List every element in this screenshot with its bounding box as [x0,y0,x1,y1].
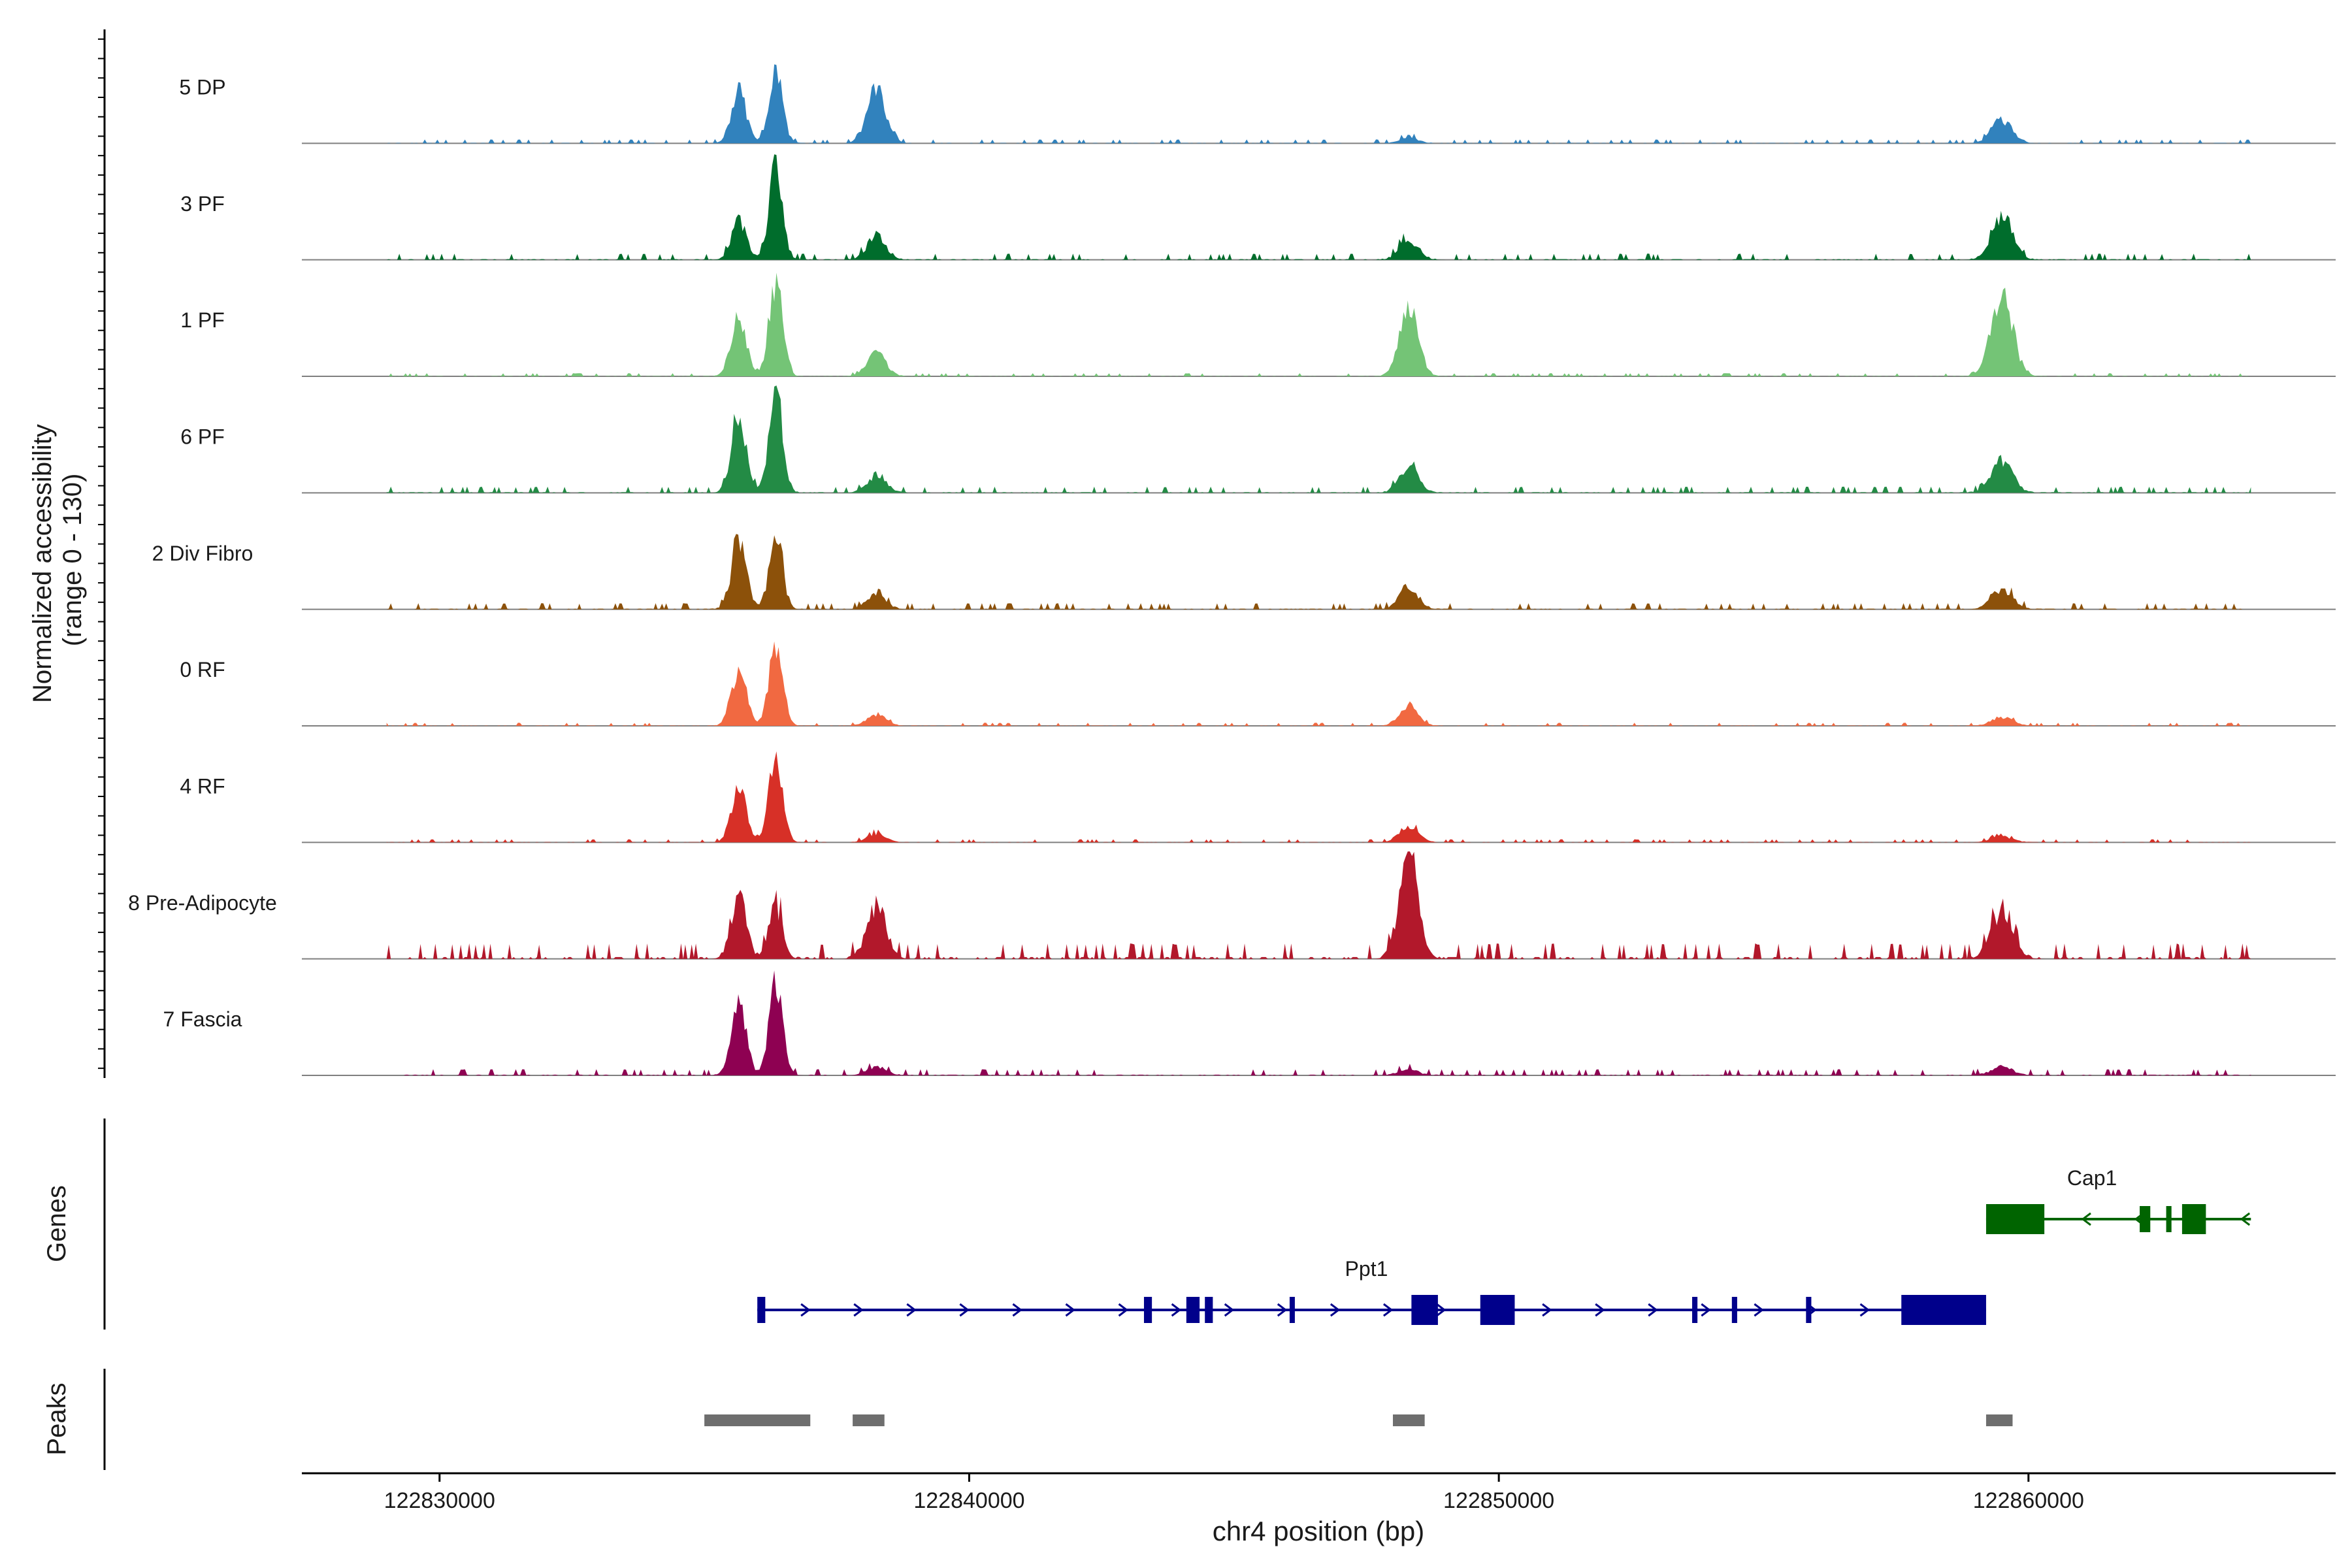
x-tick-label: 122850000 [1443,1488,1554,1513]
gene-exon [1692,1297,1698,1323]
x-tick-label: 122840000 [913,1488,1024,1513]
strand-arrow [1382,1303,1394,1317]
strand-arrow [1701,1303,1711,1317]
x-tick-label: 122830000 [384,1488,495,1513]
track-4-rf: 4 RF [180,751,2336,843]
strand-arrow [1277,1303,1288,1317]
strand-arrow [1754,1303,1764,1317]
x-axis: 122830000 122840000 122850000 122860000 chr… [302,1472,2336,1546]
peak-bar [704,1414,811,1426]
coverage-profile-3-pf [386,154,2251,260]
track-label: 1 PF [180,308,225,332]
coverage-profile-0-rf [386,641,2251,726]
gene-exon [1205,1297,1213,1323]
track-label: 8 Pre-Adipocyte [128,891,277,915]
genes-panel: Genes Ppt1 Cap1 [42,1119,2251,1330]
strand-arrow [1648,1303,1658,1317]
strand-arrow [1171,1303,1182,1317]
track-label: 5 DP [179,75,225,99]
track-label: 6 PF [180,425,225,448]
track-label: 0 RF [180,658,225,681]
gene-ppt1: Ppt1 [757,1257,1986,1325]
x-tick-label: 122860000 [1973,1488,2084,1513]
x-ticks: 122830000 122840000 122850000 122860000 [384,1473,2084,1513]
coverage-tracks: 5 DP 3 PF 1 PF 6 PF 2 Div Fibro 0 RF 4 RF 8 Pre… [128,64,2336,1076]
coverage-profile-8-pre-adipocyte [386,851,2251,959]
strand-arrow [1330,1303,1341,1317]
strand-arrow [1012,1303,1022,1317]
gene-exon [2166,1206,2172,1232]
peak-bar [1985,1414,2013,1426]
strand-arrow [800,1303,811,1317]
strand-arrow [1436,1303,1446,1317]
coverage-profile-1-pf [386,272,2251,376]
gene-exon [1289,1297,1295,1323]
coverage-y-axis [98,29,106,1078]
track-label: 4 RF [180,774,225,798]
track-8-pre-adipocyte: 8 Pre-Adipocyte [128,851,2336,960]
gene-label: Cap1 [2067,1166,2117,1190]
strand-arrow [959,1303,970,1317]
strand-arrow [1542,1303,1552,1317]
coverage-y-axis-title: Normalized accessibility (range 0 - 130) [28,417,87,703]
peak-bar [1392,1414,1425,1426]
peaks-panel-label: Peaks [42,1382,71,1455]
x-axis-title: chr4 position (bp) [1213,1516,1425,1546]
track-2-div-fibro: 2 Div Fibro [152,534,2336,610]
track-7-fascia: 7 Fascia [163,970,2336,1076]
gene-exon [1901,1295,1986,1325]
strand-arrow [853,1303,864,1317]
peaks-panel: Peaks [42,1369,2013,1470]
track-label: 2 Div Fibro [152,542,253,565]
track-6-pf: 6 PF [180,385,2336,494]
gene-exon [1806,1297,1812,1323]
strand-arrow [2240,1212,2251,1226]
track-5-dp: 5 DP [179,64,2336,144]
track-1-pf: 1 PF [180,272,2336,377]
gene-exon [1731,1297,1737,1323]
strand-arrow [2081,1212,2091,1226]
track-0-rf: 0 RF [180,641,2336,727]
gene-cap1: Cap1 [1985,1166,2251,1234]
strand-arrow [1118,1303,1129,1317]
gene-exon [2140,1206,2151,1232]
coverage-profile-7-fascia [386,970,2251,1075]
gene-exon [2181,1204,2206,1234]
coverage-profile-2-div-fibro [386,534,2251,610]
track-3-pf: 3 PF [180,154,2336,261]
strand-arrow [1595,1303,1605,1317]
coverage-profile-4-rf [386,751,2251,843]
strand-arrow [906,1303,917,1317]
gene-exon [1186,1297,1200,1323]
gene-exon [1985,1204,2045,1234]
peak-bar [853,1414,885,1426]
gene-label: Ppt1 [1345,1257,1388,1281]
gene-exon [1480,1295,1515,1325]
gene-exon [1143,1297,1152,1323]
strand-arrow [1224,1303,1235,1317]
gene-exon [1411,1295,1438,1325]
gene-models: Ppt1 Cap1 [757,1166,2251,1325]
coverage-profile-6-pf [386,385,2251,493]
genes-panel-label: Genes [42,1185,71,1262]
gene-exon [757,1297,766,1323]
strand-arrow [1065,1303,1075,1317]
strand-arrow [1859,1303,1870,1317]
coverage-profile-5-dp [386,64,2251,144]
track-label: 3 PF [180,192,225,216]
peak-bars [704,1414,2013,1426]
track-label: 7 Fascia [163,1007,242,1031]
